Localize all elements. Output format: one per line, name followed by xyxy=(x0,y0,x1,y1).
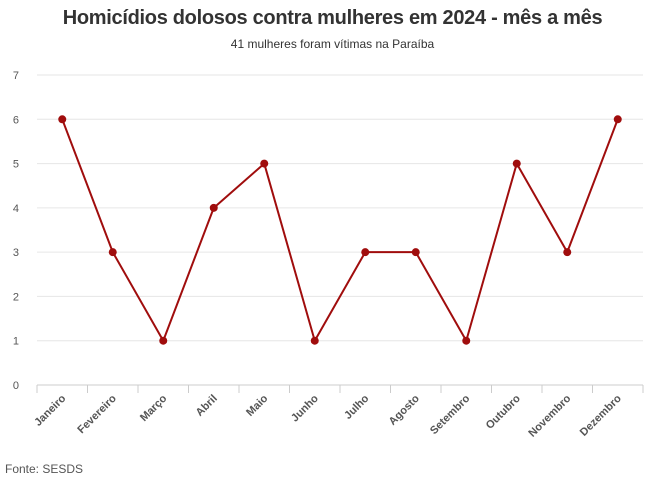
series-line-0 xyxy=(61,118,619,342)
x-tick-label-6: Julho xyxy=(342,392,371,421)
source-note: Fonte: SESDS xyxy=(5,462,84,476)
x-tick-label-10: Novembro xyxy=(526,392,573,439)
data-point-outubro xyxy=(512,159,521,168)
y-tick-label-5: 5 xyxy=(13,159,19,171)
y-tick-label-0: 0 xyxy=(13,380,19,392)
y-tick-label-6: 6 xyxy=(13,114,19,126)
data-point-fevereiro xyxy=(108,248,117,257)
x-tick-label-0: Janeiro xyxy=(32,392,68,428)
chart-subtitle: 41 mulheres foram vítimas na Paraíba xyxy=(230,37,435,51)
data-point-julho xyxy=(361,248,370,257)
data-point-janeiro xyxy=(58,115,67,124)
data-point-agosto xyxy=(411,248,420,257)
x-tick-label-8: Setembro xyxy=(428,392,473,437)
data-point-março xyxy=(159,336,168,345)
y-tick-label-4: 4 xyxy=(13,203,19,215)
y-tick-label-2: 2 xyxy=(13,291,19,303)
y-tick-label-1: 1 xyxy=(13,336,19,348)
data-point-novembro xyxy=(563,248,572,257)
x-tick-label-1: Fevereiro xyxy=(75,392,119,436)
data-point-setembro xyxy=(462,336,471,345)
x-tick-label-11: Dezembro xyxy=(578,392,624,438)
x-tick-label-9: Outubro xyxy=(484,392,523,431)
x-tick-label-7: Agosto xyxy=(387,392,422,427)
x-tick-label-4: Maio xyxy=(244,392,270,418)
x-tick-label-5: Junho xyxy=(289,392,321,424)
x-tick-label-2: Março xyxy=(138,392,170,424)
data-point-junho xyxy=(310,336,319,345)
x-tick-label-3: Abril xyxy=(194,393,220,419)
chart-title: Homicídios dolosos contra mulheres em 20… xyxy=(62,7,603,29)
data-point-dezembro xyxy=(613,115,622,124)
y-tick-label-3: 3 xyxy=(13,247,19,259)
data-point-abril xyxy=(209,203,218,212)
data-point-maio xyxy=(260,159,269,168)
y-tick-label-7: 7 xyxy=(13,70,19,82)
